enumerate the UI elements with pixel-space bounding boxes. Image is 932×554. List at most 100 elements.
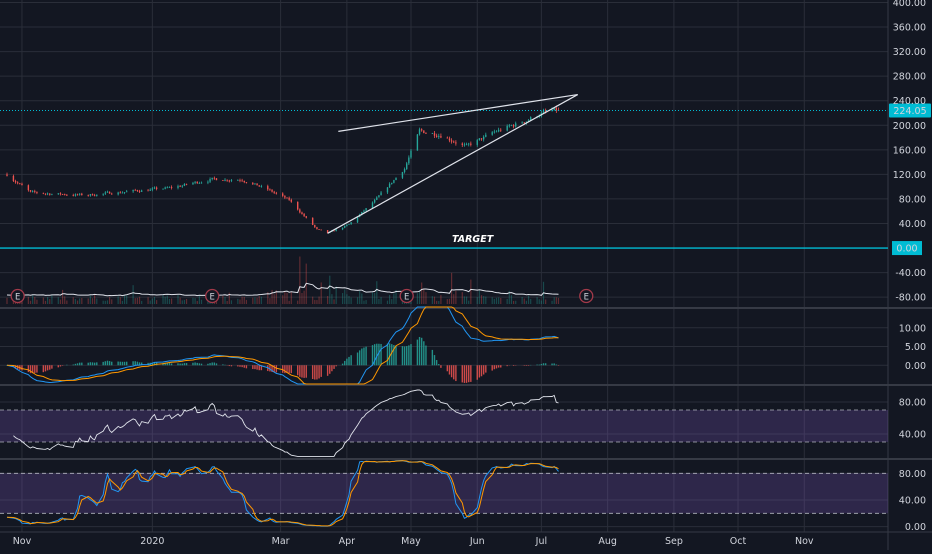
candle-body	[156, 188, 157, 189]
volume-bar	[528, 296, 529, 304]
volume-bar	[449, 299, 450, 304]
candle-body	[438, 136, 439, 137]
candle-body	[318, 229, 319, 230]
candle-body	[451, 140, 452, 141]
volume-bar	[111, 299, 112, 304]
volume-bar	[526, 301, 527, 304]
volume-bar	[440, 295, 441, 304]
earnings-marker[interactable]: E	[580, 290, 593, 303]
candle-body	[237, 180, 238, 181]
macd-histogram-bar	[207, 364, 208, 365]
candle-body	[374, 200, 375, 203]
candle-body	[421, 129, 422, 130]
time-axis-tick-label: Jul	[535, 536, 547, 547]
candle-body	[498, 130, 499, 132]
earnings-marker[interactable]: E	[11, 290, 24, 303]
volume-bar	[496, 298, 497, 304]
macd-histogram-bar	[209, 363, 210, 365]
candle-body	[291, 200, 292, 202]
macd-histogram-bar	[111, 362, 112, 366]
volume-bar	[438, 301, 439, 304]
macd-histogram-bar	[291, 365, 292, 373]
candle-body	[376, 197, 377, 199]
volume-bar	[137, 298, 138, 304]
candle-body	[60, 193, 61, 194]
volume-bar	[387, 301, 388, 304]
volume-bar	[154, 297, 155, 304]
volume-bar	[156, 300, 157, 304]
volume-bar	[244, 297, 245, 304]
macd-histogram-bar	[468, 365, 469, 382]
macd-histogram-bar	[43, 365, 44, 372]
volume-bar	[28, 297, 29, 304]
volume-bar	[199, 296, 200, 304]
volume-bar	[314, 300, 315, 304]
volume-bar	[357, 297, 358, 304]
earnings-marker[interactable]: E	[400, 290, 413, 303]
stoch-band	[0, 473, 888, 513]
volume-bar	[291, 292, 292, 304]
candle-body	[464, 145, 465, 146]
candle-body	[346, 225, 347, 226]
macd-histogram-bar	[470, 365, 471, 382]
time-axis-tick-label: 2020	[140, 536, 164, 547]
macd-histogram-bar	[299, 365, 300, 377]
volume-bar	[318, 297, 319, 304]
candle-body	[184, 184, 185, 186]
volume-bar	[297, 301, 298, 304]
candle-body	[94, 195, 95, 196]
candle-body	[350, 222, 351, 224]
macd-histogram-bar	[506, 365, 507, 366]
macd-histogram-bar	[284, 365, 285, 373]
volume-bar	[222, 296, 223, 304]
volume-bar	[366, 300, 367, 304]
macd-histogram-bar	[440, 365, 441, 368]
candle-body	[43, 193, 44, 194]
candle-body	[34, 191, 35, 192]
candle-body	[179, 186, 180, 187]
volume-bar	[462, 292, 463, 304]
volume-bar	[361, 294, 362, 304]
macd-histogram-bar	[28, 365, 29, 372]
volume-bar	[554, 297, 555, 304]
candle-body	[423, 130, 424, 133]
earnings-marker-label: E	[210, 293, 215, 303]
candle-body	[109, 192, 110, 194]
volume-bar	[169, 299, 170, 304]
volume-bar	[135, 298, 136, 304]
volume-bar	[58, 297, 59, 304]
macd-histogram-bar	[402, 346, 403, 365]
candle-body	[395, 178, 396, 180]
earnings-marker[interactable]: E	[206, 290, 219, 303]
macd-histogram-bar	[318, 365, 319, 378]
candle-body	[111, 194, 112, 195]
volume-bar	[81, 298, 82, 304]
volume-bar	[79, 298, 80, 304]
macd-histogram-bar	[432, 350, 433, 365]
macd-histogram-bar	[496, 365, 497, 368]
volume-bar	[227, 301, 228, 304]
candle-body	[17, 182, 18, 183]
macd-histogram-bar	[545, 363, 546, 365]
volume-bar	[342, 293, 343, 304]
macd-histogram-bar	[73, 365, 74, 366]
macd-histogram-bar	[107, 361, 108, 366]
volume-bar	[389, 295, 390, 304]
volume-bar	[274, 294, 275, 304]
volume-bar	[6, 298, 7, 304]
macd-histogram-bar	[237, 365, 238, 366]
volume-bar	[481, 295, 482, 304]
candle-body	[169, 187, 170, 188]
candle-body	[509, 126, 510, 127]
volume-bar	[336, 286, 337, 304]
macd-histogram-bar	[297, 365, 298, 375]
rsi-band	[0, 410, 888, 442]
earnings-marker-label: E	[584, 293, 589, 303]
volume-bar	[66, 300, 67, 304]
macd-histogram-bar	[81, 363, 82, 366]
macd-histogram-bar	[60, 365, 61, 366]
price-axis-tick-label: 160.00	[893, 145, 926, 156]
macd-histogram-bar	[492, 365, 493, 370]
